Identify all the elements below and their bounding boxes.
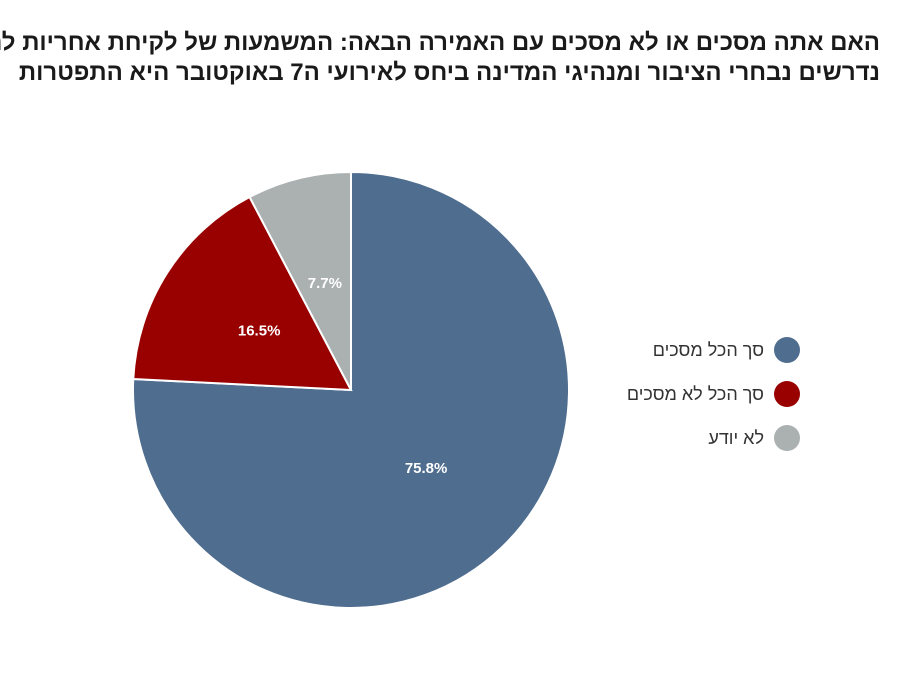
data-label-agree: 75.8% (405, 460, 448, 477)
legend-swatch-agree (774, 337, 800, 363)
slice-dont-know (248, 170, 352, 391)
legend-label-disagree: סך הכל לא מסכים (626, 383, 764, 404)
legend-item: סך הכל לא מסכים (560, 372, 800, 416)
legend-label-agree: סך הכל מסכים (652, 339, 764, 360)
chart-title: האם אתה מסכים או לא מסכים עם האמירה הבאה… (0, 28, 880, 88)
data-label-dont-know: 7.7% (308, 275, 342, 292)
legend: סך הכל מסכים סך הכל לא מסכים לא יודע (560, 328, 800, 460)
slice-disagree (132, 195, 353, 392)
legend-item: לא יודע (560, 416, 800, 460)
legend-label-dont-know: לא יודע (708, 427, 764, 448)
legend-swatch-dont-know (774, 425, 800, 451)
legend-swatch-disagree (774, 381, 800, 407)
chart-title-line-2: נדרשים נבחרי הציבור ומנהיגי המדינה ביחס … (18, 59, 880, 86)
legend-item: סך הכל מסכים (560, 328, 800, 372)
chart-title-line-1: האם אתה מסכים או לא מסכים עם האמירה הבאה… (0, 29, 880, 56)
data-label-disagree: 16.5% (238, 322, 281, 339)
